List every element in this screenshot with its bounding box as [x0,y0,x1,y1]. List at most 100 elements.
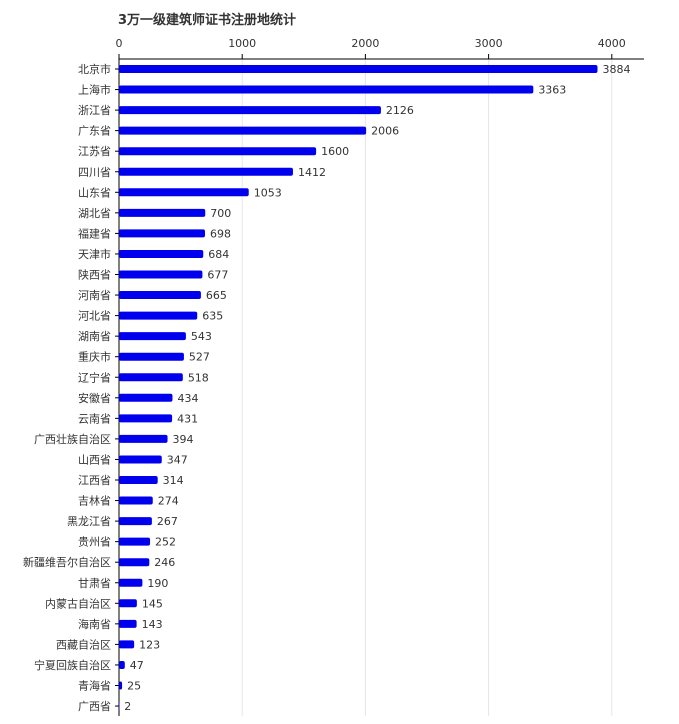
category-label: 上海市 [78,83,111,97]
value-label: 518 [188,371,209,384]
value-label: 1600 [321,145,349,158]
category-label: 辽宁省 [78,370,111,384]
bar [119,619,137,628]
value-label: 252 [155,536,176,549]
bar [119,578,143,587]
category-label: 安徽省 [78,391,111,405]
category-label: 河北省 [78,310,111,323]
value-label: 394 [173,433,194,446]
value-label: 1053 [254,186,282,199]
value-label: 2006 [371,125,399,138]
bar [119,167,293,176]
value-label: 1412 [298,166,326,179]
bar [119,188,249,197]
bar [119,558,150,567]
value-label: 700 [210,207,231,220]
value-label: 25 [127,680,141,693]
category-label: 宁夏回族自治区 [34,658,111,672]
bar [119,126,367,135]
category-label: 黑龙江省 [67,515,111,528]
category-label: 四川省 [78,166,111,179]
bar [119,660,125,669]
x-tick-label: 3000 [475,37,503,50]
bar [119,270,203,279]
bar [119,640,135,649]
category-label: 江西省 [78,474,111,487]
bar [119,702,120,711]
category-label: 内蒙古自治区 [45,596,111,610]
category-label: 山东省 [78,186,111,199]
bar [119,517,152,526]
bar [119,229,205,238]
value-label: 434 [177,392,198,405]
value-label: 274 [158,495,179,508]
category-label: 贵州省 [78,536,111,549]
x-tick-label: 4000 [598,37,626,50]
bar [119,147,317,156]
bar [119,681,123,690]
bar [119,65,598,73]
category-label: 吉林省 [78,494,111,508]
bar [119,332,186,341]
value-label: 3884 [603,63,631,76]
bar [119,249,204,258]
category-label: 云南省 [78,412,111,425]
bar [119,537,151,546]
value-label: 145 [142,597,163,610]
category-label: 湖南省 [78,330,111,343]
value-label: 635 [202,310,223,323]
category-label: 海南省 [78,617,111,631]
value-label: 684 [208,248,229,261]
category-label: 湖北省 [78,207,111,220]
category-label: 广东省 [78,125,111,138]
category-label: 山西省 [78,453,111,466]
x-tick-label: 0 [116,37,123,50]
category-label: 西藏自治区 [56,637,111,651]
value-label: 246 [154,556,175,569]
bar [119,455,162,464]
bar [119,393,173,402]
bar [119,496,153,505]
x-tick-label: 1000 [228,37,256,50]
value-label: 2126 [386,104,414,117]
category-label: 陕西省 [78,268,111,282]
bar [119,599,137,608]
value-label: 47 [130,659,144,672]
value-label: 3363 [538,84,566,97]
bar [119,352,184,361]
bar [119,311,198,320]
chart-title: 3万一级建筑师证书注册地统计 [118,13,297,28]
category-label: 重庆市 [78,350,111,364]
value-label: 347 [167,453,188,466]
value-label: 527 [189,351,210,364]
category-label: 福建省 [78,226,111,240]
category-label: 江苏省 [78,145,111,158]
bar [119,291,201,300]
bar [119,106,381,115]
category-label: 甘肃省 [78,577,111,590]
category-label: 新疆维吾尔自治区 [23,555,111,569]
bar [119,476,158,484]
bar [119,85,534,94]
category-label: 广西壮族自治区 [34,432,111,446]
category-label: 浙江省 [78,104,111,117]
x-tick-label: 2000 [351,37,379,50]
value-label: 543 [191,330,212,343]
value-label: 431 [177,412,198,425]
value-label: 677 [207,269,228,282]
bar [119,373,183,382]
value-label: 123 [139,638,160,651]
category-label: 天津市 [78,247,111,261]
category-label: 北京市 [78,62,111,76]
value-label: 267 [157,515,178,528]
value-label: 314 [163,474,184,487]
category-label: 河南省 [78,289,111,302]
category-label: 广西省 [78,700,111,713]
value-label: 190 [147,577,168,590]
bar [119,434,168,443]
value-label: 143 [142,618,163,631]
bar [119,414,173,423]
category-label: 青海省 [78,679,111,693]
